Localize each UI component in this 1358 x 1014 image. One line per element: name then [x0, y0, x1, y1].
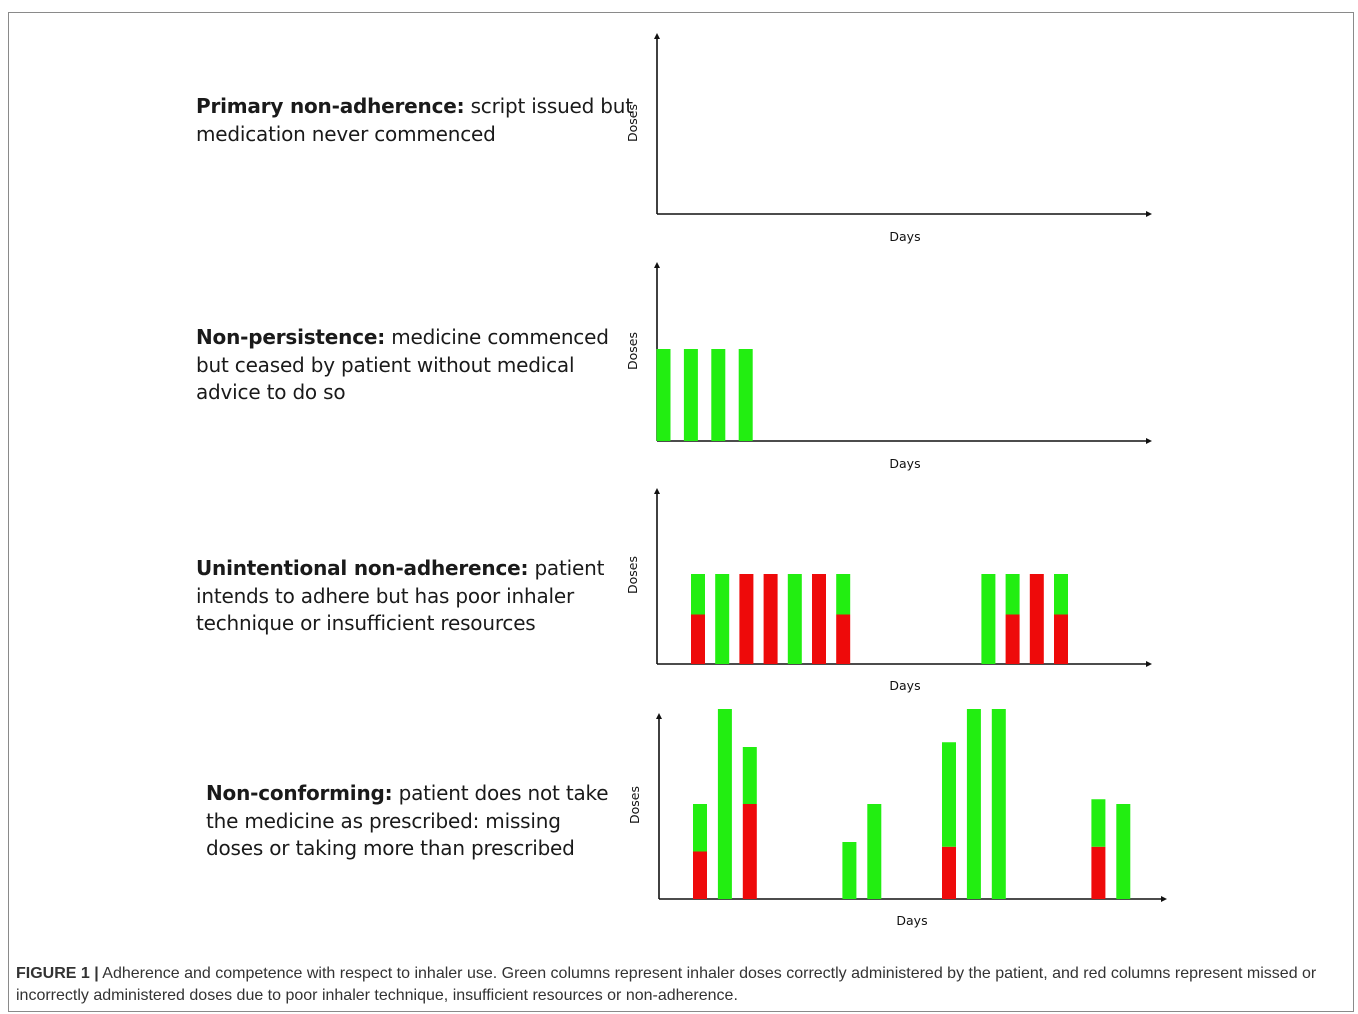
description-line: intends to adhere but has poor inhaler	[196, 583, 575, 608]
bar-segment-correct	[711, 349, 726, 441]
bar-segment-correct	[842, 842, 857, 899]
y-axis-label: Doses	[625, 104, 640, 142]
bar-segment-correct	[836, 574, 851, 615]
x-axis-label: Days	[896, 913, 927, 928]
bar-segment-incorrect	[691, 614, 705, 664]
bar-segment-correct	[715, 574, 730, 664]
y-axis-arrow	[654, 262, 660, 268]
bar-segment-incorrect	[693, 851, 707, 899]
description-line: technique or insufficient resources	[196, 611, 536, 635]
description-line: doses or taking more than prescribed	[206, 836, 575, 860]
term-non-persistence: Non-persistence:	[196, 325, 386, 349]
x-axis-label: Days	[889, 456, 920, 471]
term-primary-non-adherence: Primary non-adherence:	[196, 94, 465, 118]
bar-segment-incorrect	[1029, 574, 1044, 664]
panel-description-non-conforming: Non-conforming: patient does not take th…	[206, 780, 609, 863]
bar-segment-incorrect	[739, 574, 754, 664]
bar-segment-incorrect	[742, 804, 757, 899]
panel-description-non-persistence: Non-persistence: medicine commenced but …	[196, 324, 609, 407]
y-axis-label: Doses	[627, 786, 642, 824]
y-axis-arrow	[654, 488, 660, 494]
y-axis-label: Doses	[625, 332, 640, 370]
panel-description-primary: Primary non-adherence: script issued but…	[196, 93, 633, 148]
bar-segment-incorrect	[763, 574, 778, 664]
bar-segment-incorrect	[836, 614, 851, 664]
bar-segment-correct	[742, 747, 757, 804]
x-axis-label: Days	[889, 229, 920, 244]
caption-text: Adherence and competence with respect to…	[16, 965, 1317, 1004]
description-line: the medicine as prescribed: missing	[206, 808, 561, 833]
description-line: but ceased by patient without medical	[196, 352, 575, 377]
description-line: patient does not take	[398, 781, 609, 805]
bar-segment-correct	[738, 349, 753, 441]
bar-segment-correct	[691, 574, 705, 615]
bar-segment-correct	[966, 709, 981, 899]
bar-segment-correct	[1054, 574, 1068, 615]
description-line: advice to do so	[196, 380, 346, 404]
bar-segment-correct	[717, 709, 732, 899]
y-axis-arrow	[654, 33, 660, 39]
figure-caption: FIGURE 1 | Adherence and competence with…	[16, 963, 1336, 1007]
bar-segment-correct	[1116, 804, 1131, 899]
y-axis-label: Doses	[625, 556, 640, 594]
bar-segment-incorrect	[1005, 614, 1020, 664]
x-axis-arrow	[1146, 661, 1152, 667]
bar-segment-incorrect	[812, 574, 826, 664]
panel-description-unintentional: Unintentional non-adherence: patient int…	[196, 555, 604, 638]
bar-segment-correct	[656, 349, 671, 441]
dose-charts: Days Doses Days Doses Days Doses Days Doses	[625, 33, 1167, 928]
bar-segment-correct	[693, 804, 707, 852]
caption-label: FIGURE 1 |	[16, 965, 99, 982]
term-unintentional-non-adherence: Unintentional non-adherence:	[196, 556, 529, 580]
description-line: patient	[534, 556, 605, 580]
bar-segment-correct	[787, 574, 802, 664]
bar-segment-incorrect	[1091, 846, 1106, 899]
term-non-conforming: Non-conforming:	[206, 781, 393, 805]
x-axis-arrow	[1146, 438, 1152, 444]
bar-segment-correct	[1005, 574, 1020, 615]
bar-segment-correct	[867, 804, 882, 899]
figure-frame	[8, 12, 1354, 1012]
bar-segment-incorrect	[942, 846, 956, 899]
description-line: medicine commenced	[391, 325, 609, 349]
bar-segment-correct	[942, 742, 956, 847]
bar-segment-correct	[1091, 799, 1106, 847]
x-axis-label: Days	[889, 678, 920, 693]
description-line: script issued but	[470, 94, 634, 118]
description-line: medication never commenced	[196, 121, 496, 146]
bar-segment-incorrect	[1054, 614, 1068, 664]
x-axis-arrow	[1146, 211, 1152, 217]
bar-segment-correct	[683, 349, 698, 441]
bar-segment-correct	[991, 709, 1006, 899]
y-axis-arrow	[656, 713, 662, 719]
x-axis-arrow	[1161, 896, 1167, 902]
bar-segment-correct	[981, 574, 996, 664]
